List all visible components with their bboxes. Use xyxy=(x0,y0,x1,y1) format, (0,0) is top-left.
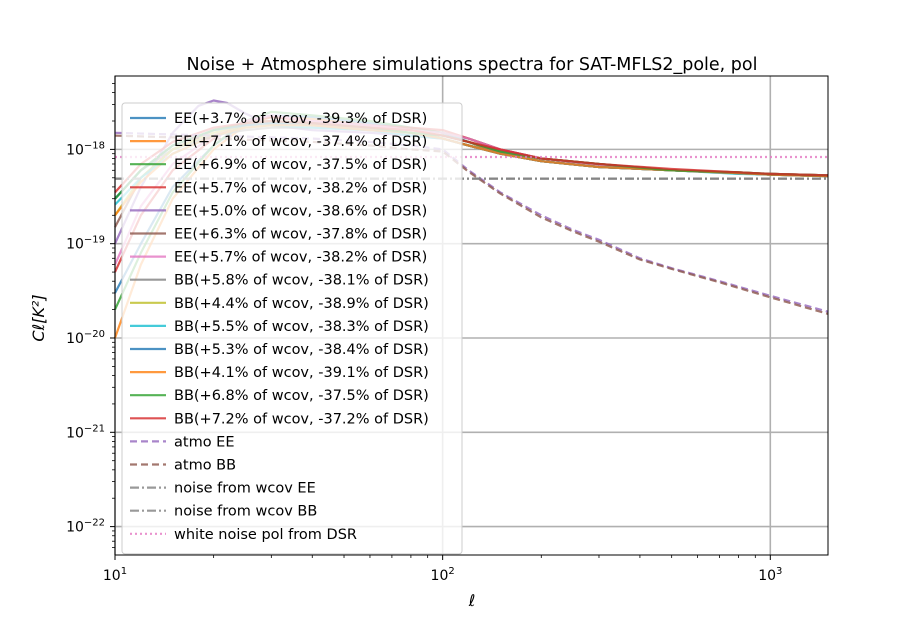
legend-label-17: noise from wcov EE xyxy=(174,481,316,497)
legend-label-1: EE(+3.7% of wcov, -39.3% of DSR) xyxy=(174,111,427,127)
legend-label-5: EE(+5.0% of wcov, -38.6% of DSR) xyxy=(174,203,427,219)
plot-frame xyxy=(114,75,829,556)
legend-label-14: BB(+7.2% of wcov, -37.2% of DSR) xyxy=(174,411,429,427)
legend-label-7: EE(+5.7% of wcov, -38.2% of DSR) xyxy=(174,250,427,266)
y-tick-label: 10−22 xyxy=(66,518,105,536)
legend-label-3: EE(+6.9% of wcov, -37.5% of DSR) xyxy=(174,157,427,173)
legend-label-8: BB(+5.8% of wcov, -38.1% of DSR) xyxy=(174,273,429,289)
legend-label-16: atmo BB xyxy=(174,458,236,474)
y-tick-label: 10−20 xyxy=(66,329,105,347)
x-axis-ticks: 101 102 103 xyxy=(103,555,782,584)
y-tick-label: 10−19 xyxy=(66,235,105,253)
legend-label-13: BB(+6.8% of wcov, -37.5% of DSR) xyxy=(174,388,429,404)
x-tick-label: 103 xyxy=(758,566,782,584)
legend-frame xyxy=(121,102,463,555)
legend-label-4: EE(+5.7% of wcov, -38.2% of DSR) xyxy=(174,180,427,196)
legend-label-15: atmo EE xyxy=(174,434,235,450)
legend-label-2: EE(+7.1% of wcov, -37.4% of DSR) xyxy=(174,134,427,150)
legend-label-11: BB(+5.3% of wcov, -38.4% of DSR) xyxy=(174,342,429,358)
y-tick-label: 10−21 xyxy=(66,423,105,441)
legend-label-10: BB(+5.5% of wcov, -38.3% of DSR) xyxy=(174,319,429,335)
chart-title: Noise + Atmosphere simulations spectra f… xyxy=(187,55,758,75)
legend-label-9: BB(+4.4% of wcov, -38.9% of DSR) xyxy=(174,296,429,312)
legend: EE(+3.7% of wcov, -39.3% of DSR) EE(+7.1%… xyxy=(121,102,463,555)
x-tick-label: 102 xyxy=(431,566,455,584)
y-axis-ticks: 10−22 10−21 10−20 10−19 10−18 xyxy=(66,140,115,536)
legend-label-19: white noise pol from DSR xyxy=(174,527,357,543)
legend-label-12: BB(+4.1% of wcov, -39.1% of DSR) xyxy=(174,365,429,381)
legend-label-6: EE(+6.3% of wcov, -37.8% of DSR) xyxy=(174,227,427,243)
y-axis-label: Cℓ[K²] xyxy=(29,294,48,341)
x-axis-label: ℓ xyxy=(468,591,476,610)
y-tick-label: 10−18 xyxy=(66,140,105,158)
legend-label-18: noise from wcov BB xyxy=(174,504,317,520)
x-tick-label: 101 xyxy=(103,566,127,584)
